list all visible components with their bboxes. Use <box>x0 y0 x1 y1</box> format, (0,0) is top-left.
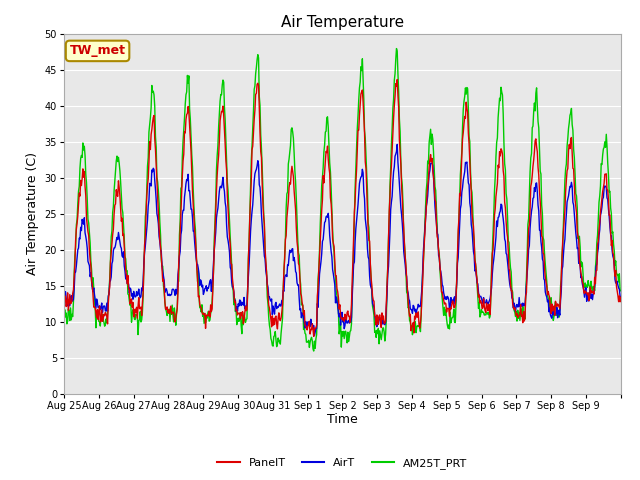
Text: TW_met: TW_met <box>70 44 125 58</box>
Legend: PanelT, AirT, AM25T_PRT: PanelT, AirT, AM25T_PRT <box>213 453 472 473</box>
AM25T_PRT <box>310 348 317 354</box>
X-axis label: Time: Time <box>327 413 358 426</box>
AirT <box>394 142 401 147</box>
PanelT <box>433 220 440 226</box>
AirT <box>401 262 409 267</box>
AM25T_PRT <box>276 341 284 347</box>
AirT <box>310 333 318 338</box>
PanelT <box>394 77 401 83</box>
PanelT <box>228 262 236 267</box>
PanelT <box>617 294 625 300</box>
PanelT <box>60 302 68 308</box>
AM25T_PRT <box>255 94 263 99</box>
AirT <box>617 294 625 300</box>
AM25T_PRT <box>60 316 68 322</box>
AirT <box>228 279 236 285</box>
AirT <box>125 290 133 296</box>
PanelT <box>255 105 263 110</box>
Line: AirT: AirT <box>64 144 621 336</box>
PanelT <box>125 287 133 292</box>
AM25T_PRT <box>617 288 625 294</box>
Line: PanelT: PanelT <box>64 80 621 336</box>
AirT <box>255 182 263 188</box>
PanelT <box>276 318 284 324</box>
PanelT <box>401 254 409 260</box>
Y-axis label: Air Temperature (C): Air Temperature (C) <box>26 152 39 275</box>
PanelT <box>310 334 317 339</box>
AirT <box>60 305 68 311</box>
AirT <box>433 220 440 226</box>
AM25T_PRT <box>393 46 401 51</box>
AM25T_PRT <box>401 252 409 258</box>
Line: AM25T_PRT: AM25T_PRT <box>64 48 621 351</box>
AM25T_PRT <box>228 262 236 268</box>
Title: Air Temperature: Air Temperature <box>281 15 404 30</box>
AirT <box>276 303 284 309</box>
AM25T_PRT <box>125 298 133 304</box>
AM25T_PRT <box>433 206 440 212</box>
